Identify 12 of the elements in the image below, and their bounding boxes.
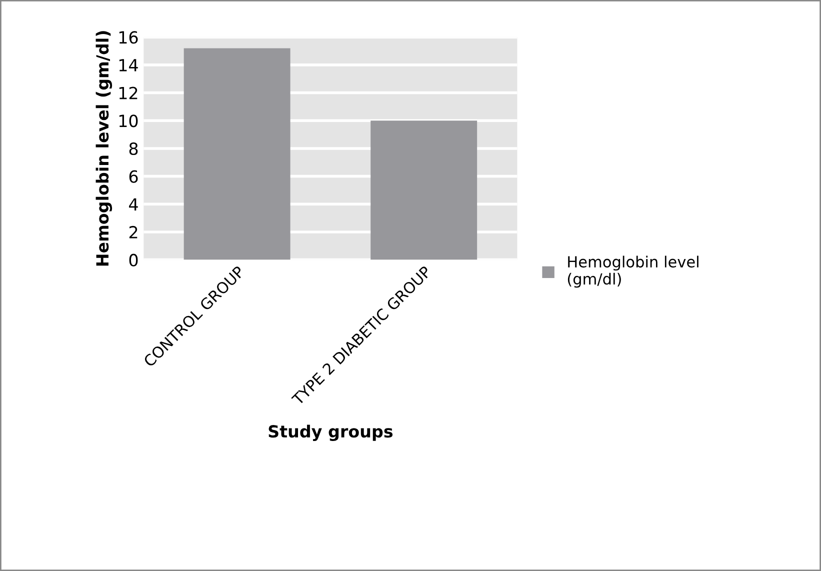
y-tick-label: 4 (129, 198, 138, 210)
x-axis-title: Study groups (268, 424, 393, 442)
y-tick-label: 10 (119, 114, 138, 128)
y-tick-label: 12 (119, 86, 138, 100)
y-tick-label: 8 (129, 142, 138, 156)
y-axis-title: Hemoglobin level (gm/dl) (96, 31, 112, 266)
y-tick-label: 16 (119, 31, 138, 44)
legend-label: Hemoglobin level (gm/dl) (568, 256, 698, 288)
y-tick-label: 0 (129, 254, 138, 266)
y-tick-label: 6 (129, 170, 138, 183)
y-tick-label: 2 (129, 226, 138, 238)
y-tick-label: 14 (119, 59, 138, 72)
